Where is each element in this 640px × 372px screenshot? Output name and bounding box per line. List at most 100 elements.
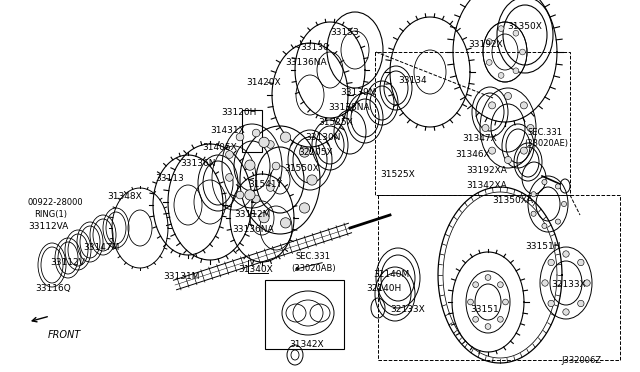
Circle shape (542, 223, 547, 228)
Text: 33131M: 33131M (163, 272, 200, 281)
Text: 33151H: 33151H (525, 242, 561, 251)
Text: 33192XA: 33192XA (466, 166, 507, 175)
Text: 31525X: 31525X (318, 118, 353, 127)
Circle shape (245, 160, 255, 170)
Circle shape (245, 190, 255, 200)
Text: 33112VA: 33112VA (28, 222, 68, 231)
Circle shape (542, 180, 547, 185)
Circle shape (482, 125, 489, 132)
Circle shape (556, 219, 561, 224)
Circle shape (236, 133, 244, 141)
Circle shape (485, 324, 491, 329)
Text: (33020AB): (33020AB) (291, 264, 335, 273)
Circle shape (513, 31, 519, 36)
Circle shape (300, 147, 310, 157)
Text: 32133X: 32133X (551, 280, 586, 289)
Circle shape (561, 202, 566, 206)
Text: 31420X: 31420X (246, 78, 280, 87)
Circle shape (504, 157, 511, 164)
Circle shape (488, 147, 495, 154)
Text: FRONT: FRONT (48, 330, 81, 340)
Text: 33136NA: 33136NA (285, 58, 326, 67)
Circle shape (584, 280, 590, 286)
Circle shape (226, 174, 234, 181)
Circle shape (548, 300, 554, 307)
Circle shape (504, 93, 511, 100)
Text: 31348X: 31348X (107, 192, 141, 201)
Text: 31342XA: 31342XA (466, 181, 507, 190)
Text: 31342X: 31342X (289, 340, 324, 349)
Circle shape (527, 125, 534, 132)
Text: 31347X: 31347X (462, 134, 497, 143)
Circle shape (498, 26, 504, 32)
Circle shape (252, 129, 260, 137)
Circle shape (485, 275, 491, 280)
Circle shape (578, 259, 584, 266)
Text: 33136NA: 33136NA (232, 225, 274, 234)
Text: 32140H: 32140H (366, 284, 401, 293)
Circle shape (236, 191, 244, 199)
Circle shape (563, 251, 569, 257)
Circle shape (556, 184, 561, 189)
Text: 31525X: 31525X (380, 170, 415, 179)
Text: 33130: 33130 (300, 43, 329, 52)
Circle shape (486, 60, 492, 65)
Text: 00922-28000: 00922-28000 (28, 198, 84, 207)
Text: 33116Q: 33116Q (35, 284, 71, 293)
Circle shape (548, 259, 554, 266)
Text: 33136N: 33136N (180, 159, 216, 168)
Circle shape (486, 39, 492, 45)
Circle shape (531, 192, 536, 197)
Text: 33134: 33134 (398, 76, 427, 85)
Circle shape (497, 282, 503, 288)
Text: 33147M: 33147M (83, 243, 120, 252)
Circle shape (578, 300, 584, 307)
Text: 31405X: 31405X (202, 143, 237, 152)
Circle shape (266, 184, 274, 191)
Text: SEC.331: SEC.331 (295, 252, 330, 261)
Circle shape (473, 317, 479, 322)
Circle shape (280, 132, 291, 142)
Circle shape (513, 68, 519, 74)
FancyBboxPatch shape (242, 110, 262, 152)
Text: 33120H: 33120H (221, 108, 257, 117)
Text: 31340X: 31340X (238, 265, 273, 274)
Circle shape (488, 102, 495, 109)
Text: 32133X: 32133X (390, 305, 425, 314)
Circle shape (520, 102, 527, 109)
Text: 33153: 33153 (330, 28, 359, 37)
Circle shape (259, 212, 269, 223)
Circle shape (226, 151, 234, 158)
Text: 31350X: 31350X (507, 22, 542, 31)
Circle shape (307, 175, 317, 185)
Circle shape (520, 49, 525, 55)
Circle shape (266, 141, 274, 148)
Text: RING(1): RING(1) (34, 210, 67, 219)
Circle shape (497, 317, 503, 322)
Text: 32140M: 32140M (373, 270, 409, 279)
Text: 31431X: 31431X (210, 126, 244, 135)
Text: 33112M: 33112M (234, 210, 270, 219)
Circle shape (252, 195, 260, 203)
Text: 33112V: 33112V (50, 258, 84, 267)
Circle shape (280, 218, 291, 228)
Circle shape (272, 162, 280, 170)
Circle shape (259, 137, 269, 147)
Text: 33139N: 33139N (340, 88, 376, 97)
Text: SEC.331: SEC.331 (528, 128, 563, 137)
Circle shape (468, 299, 474, 305)
Circle shape (531, 211, 536, 217)
Text: 33130N: 33130N (305, 133, 340, 142)
Circle shape (502, 299, 508, 305)
FancyBboxPatch shape (265, 280, 344, 349)
Circle shape (542, 280, 548, 286)
Text: 31350XA: 31350XA (492, 196, 533, 205)
Text: 31346X: 31346X (455, 150, 490, 159)
Text: J332006Z: J332006Z (561, 356, 601, 365)
Text: 33192X: 33192X (468, 40, 503, 49)
Circle shape (563, 309, 569, 315)
Text: 31541Y: 31541Y (248, 180, 282, 189)
Circle shape (498, 73, 504, 78)
Circle shape (520, 147, 527, 154)
Text: 33151: 33151 (470, 305, 499, 314)
